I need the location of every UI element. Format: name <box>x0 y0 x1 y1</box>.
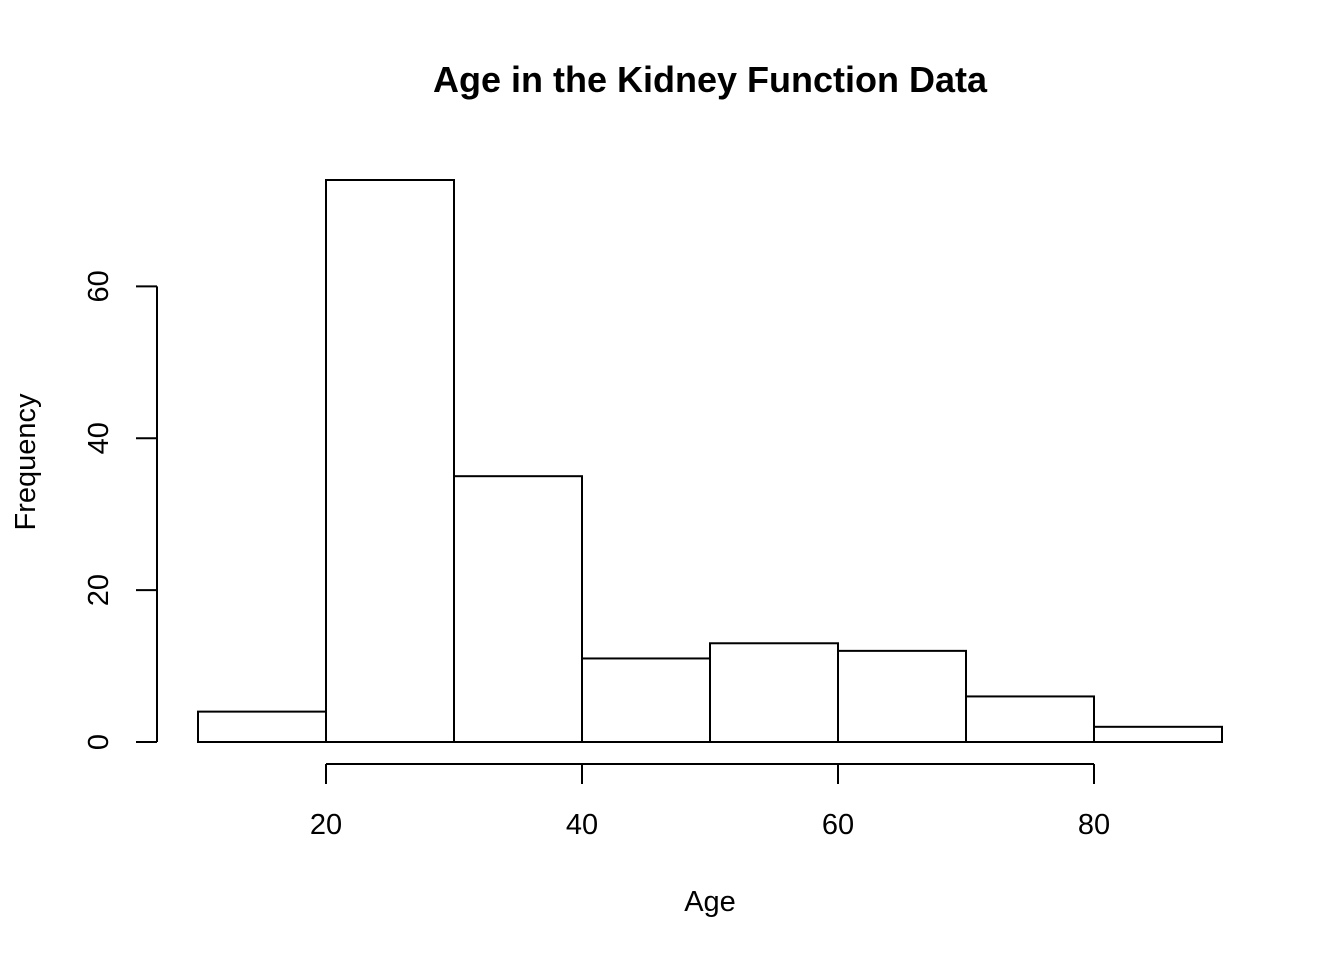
y-axis-label: Frequency <box>10 393 42 531</box>
histogram-bar <box>581 657 711 744</box>
bars-group <box>197 179 1223 744</box>
chart-title: Age in the Kidney Function Data <box>433 59 988 100</box>
x-tick-label: 80 <box>1078 809 1110 841</box>
histogram-bar <box>837 649 967 743</box>
y-axis: 0 20 40 60 <box>83 270 158 750</box>
histogram-bar <box>453 475 583 743</box>
x-tick-label: 60 <box>822 809 854 841</box>
y-tick-label: 60 <box>83 270 115 302</box>
x-axis: 20 40 60 80 <box>310 763 1110 841</box>
y-tick-label: 40 <box>83 422 115 454</box>
histogram-bar <box>709 642 839 743</box>
histogram-bar <box>325 179 455 743</box>
x-tick-label: 40 <box>566 809 598 841</box>
histogram-bar <box>197 710 327 744</box>
x-tick-label: 20 <box>310 809 342 841</box>
histogram-bar <box>1093 725 1223 743</box>
histogram-bar <box>965 695 1095 743</box>
y-tick-label: 0 <box>83 734 115 750</box>
x-axis-label: Age <box>684 886 736 918</box>
y-tick-label: 20 <box>83 574 115 606</box>
